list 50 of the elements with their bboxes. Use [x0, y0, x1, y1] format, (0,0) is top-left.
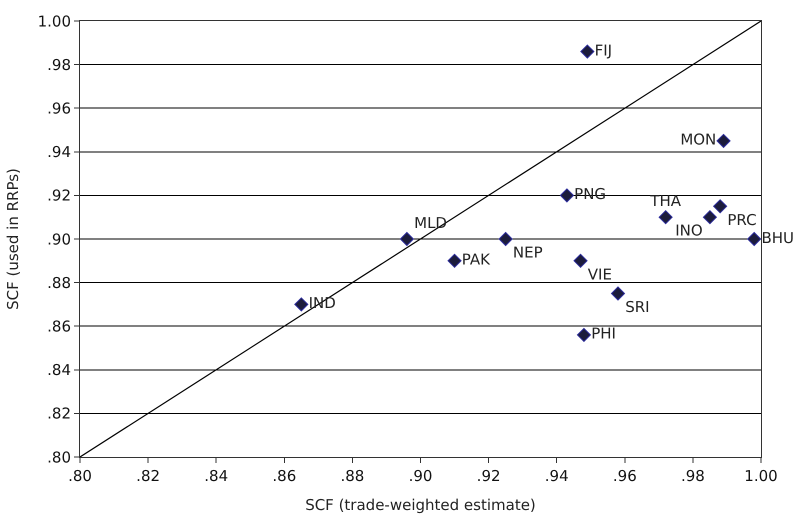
x-tick-label: .82: [136, 467, 160, 485]
point: [294, 297, 308, 312]
point: [498, 232, 513, 246]
point: [576, 328, 591, 342]
point: [448, 254, 462, 268]
x-tick-label: .92: [476, 467, 501, 485]
y-tick-label: .92: [47, 186, 71, 205]
x-tick-label: .80: [68, 467, 92, 485]
series-label: SRI: [625, 298, 650, 316]
point: [658, 210, 673, 224]
x-tick-label: .94: [544, 467, 569, 485]
x-tick-label: .88: [340, 467, 364, 485]
x-axis-title: SCF (trade-weighted estimate): [305, 496, 536, 514]
y-tick-label: .84: [47, 361, 71, 380]
series-label: PRC: [727, 210, 757, 229]
series-label: PAK: [462, 250, 492, 269]
point: [574, 254, 588, 268]
x-tick-label: .96: [612, 467, 637, 485]
point: [560, 188, 574, 202]
series-label: MLD: [414, 214, 447, 232]
y-axis-title: SCF (used in RRPs): [4, 168, 22, 310]
point: [610, 286, 625, 300]
series-label: MON: [680, 130, 716, 149]
x-tick-label: .86: [272, 467, 296, 485]
series-label: NEP: [512, 244, 543, 262]
y-tick-label: .82: [47, 404, 71, 423]
y-tick-label: .98: [47, 56, 71, 74]
point: [713, 199, 728, 214]
y-tick-label: .80: [47, 448, 71, 466]
series-label: BHU: [761, 228, 794, 247]
y-tick-label: .94: [47, 143, 71, 162]
point: [580, 44, 594, 59]
x-tick-label: 1.00: [744, 467, 778, 485]
series-label: THA: [649, 192, 682, 210]
point: [716, 134, 731, 148]
x-tick-label: .90: [408, 467, 432, 485]
y-tick-label: .90: [47, 230, 71, 248]
x-tick-label: .98: [680, 467, 705, 485]
series-label: FIJ: [594, 41, 612, 60]
x-tick-label: .84: [204, 467, 228, 485]
point: [702, 210, 717, 224]
series-label: INO: [675, 222, 703, 240]
point: [400, 232, 414, 246]
y-tick-label: .96: [47, 99, 71, 118]
y-tick-label: 1.00: [38, 12, 71, 30]
point: [747, 232, 762, 246]
series-label: VIE: [588, 265, 612, 284]
y-tick-label: .86: [47, 317, 71, 336]
series-label: PHI: [591, 324, 616, 343]
y-tick-label: .88: [47, 274, 71, 292]
